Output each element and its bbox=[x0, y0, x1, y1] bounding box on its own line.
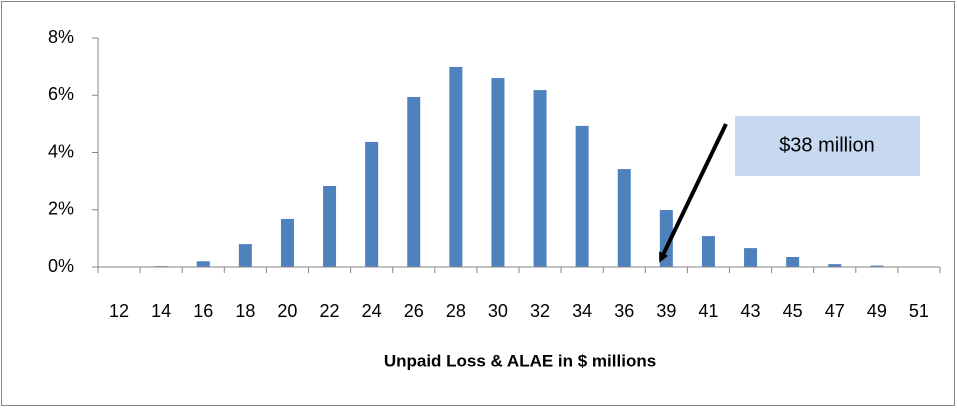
bar bbox=[407, 96, 421, 267]
y-tick-label: 6% bbox=[48, 84, 74, 104]
x-tick-label: 18 bbox=[235, 301, 255, 321]
annotation-box bbox=[735, 116, 920, 176]
y-tick-label: 8% bbox=[48, 27, 74, 47]
bar bbox=[744, 248, 758, 267]
bar bbox=[449, 66, 463, 267]
y-tick-label: 4% bbox=[48, 141, 74, 161]
x-tick-label: 14 bbox=[151, 301, 171, 321]
x-tick-label: 49 bbox=[867, 301, 887, 321]
bar bbox=[196, 261, 210, 267]
bar bbox=[870, 265, 884, 267]
annotation-arrow bbox=[659, 123, 728, 263]
x-tick-label: 45 bbox=[783, 301, 803, 321]
x-tick-label: 12 bbox=[109, 301, 129, 321]
bar bbox=[617, 169, 631, 267]
bar bbox=[786, 256, 800, 267]
bar bbox=[575, 125, 589, 267]
plot-area: 0% 2% 4% 6% 8% 12 14 16 18 20 22 24 26 28 30 32 34 36 39 41… bbox=[48, 27, 941, 321]
annotation-text: $38 million bbox=[779, 134, 875, 156]
x-tick-label: 34 bbox=[572, 301, 592, 321]
x-tick-label: 20 bbox=[277, 301, 297, 321]
x-tick-label: 16 bbox=[193, 301, 213, 321]
x-tick-label: 41 bbox=[698, 301, 718, 321]
x-tick-label: 30 bbox=[488, 301, 508, 321]
bar bbox=[238, 244, 252, 267]
bar bbox=[828, 264, 842, 267]
x-tick-label: 32 bbox=[530, 301, 550, 321]
x-tick-label: 51 bbox=[909, 301, 929, 321]
bar bbox=[365, 141, 379, 267]
bar bbox=[701, 236, 715, 267]
bar bbox=[491, 78, 505, 267]
bar bbox=[323, 185, 337, 267]
bar bbox=[533, 90, 547, 267]
y-tick-label: 0% bbox=[48, 256, 74, 276]
x-axis-title: Unpaid Loss & ALAE in $ millions bbox=[384, 351, 656, 370]
x-tick-label: 22 bbox=[320, 301, 340, 321]
x-tick-label: 26 bbox=[404, 301, 424, 321]
x-tick-label: 47 bbox=[825, 301, 845, 321]
y-tick-label: 2% bbox=[48, 199, 74, 219]
x-tick-label: 24 bbox=[362, 301, 382, 321]
x-tick-label: 28 bbox=[446, 301, 466, 321]
x-tick-label: 39 bbox=[656, 301, 676, 321]
x-tick-label: 43 bbox=[741, 301, 761, 321]
bar bbox=[280, 218, 294, 267]
x-tick-label: 36 bbox=[614, 301, 634, 321]
